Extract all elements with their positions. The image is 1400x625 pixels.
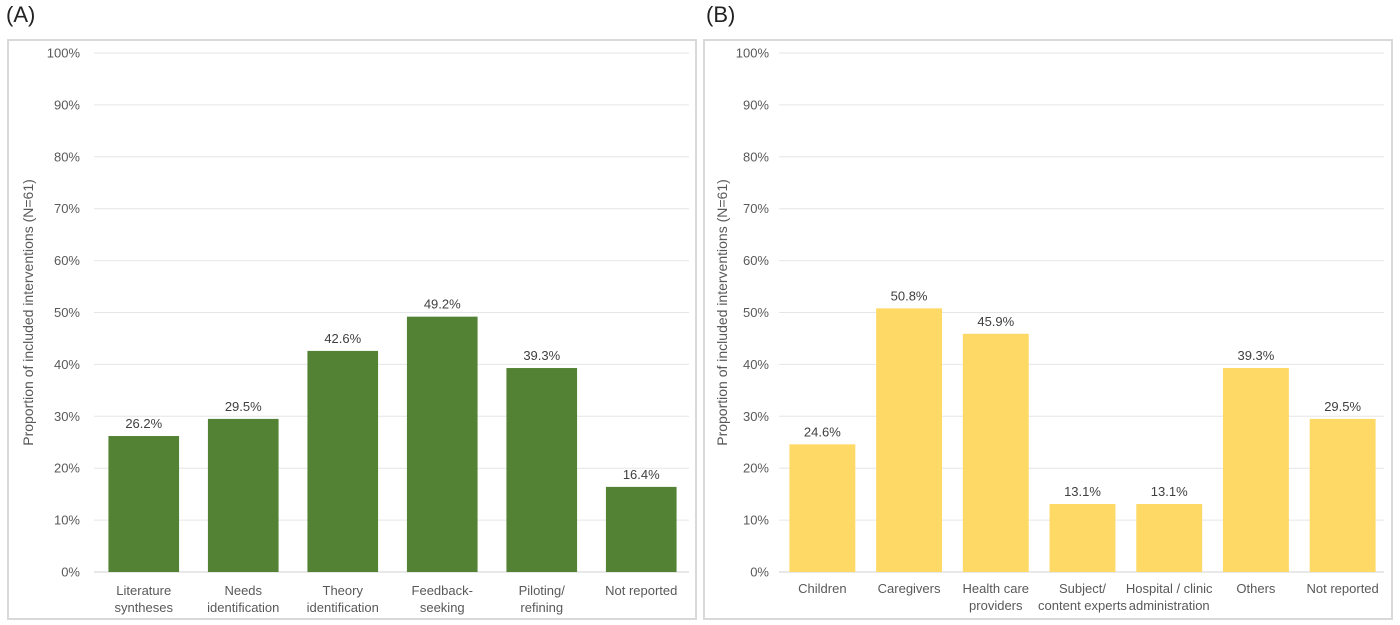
y-tick-label: 10% — [54, 513, 80, 528]
x-category-label-line: Caregivers — [878, 581, 941, 596]
data-label: 39.3% — [523, 348, 560, 363]
x-category-label-line: Others — [1236, 581, 1276, 596]
chart-panel-a: 0% 10% 20% 30% 40% 50% 60% 70% 80% 90% 100% Proport… — [7, 39, 697, 620]
data-label: 42.6% — [324, 331, 361, 346]
y-tick-label: 30% — [743, 409, 769, 424]
x-category-label: Caregivers — [878, 581, 941, 596]
bar — [1049, 504, 1116, 572]
x-category-label-line: syntheses — [114, 600, 173, 615]
data-label: 13.1% — [1064, 484, 1101, 499]
y-tick-label: 30% — [54, 409, 80, 424]
x-category-label: Literature syntheses — [114, 583, 173, 615]
y-tick-label: 20% — [54, 461, 80, 476]
y-tick-label: 20% — [743, 461, 769, 476]
x-category-label: Others — [1236, 581, 1276, 596]
y-tick-label: 90% — [54, 97, 80, 112]
x-category-label: Health care providers — [963, 581, 1029, 613]
bar — [307, 350, 379, 572]
x-category-label-line: Hospital / clinic — [1126, 581, 1213, 596]
bar-chart-a: 0% 10% 20% 30% 40% 50% 60% 70% 80% 90% 100% Proport… — [20, 46, 689, 615]
x-category-label-line: Not reported — [1307, 581, 1379, 596]
bar — [406, 316, 478, 572]
data-label: 50.8% — [891, 288, 928, 303]
y-tick-label: 0% — [750, 565, 769, 580]
x-category-label-line: Feedback- — [412, 583, 473, 598]
x-category-label-line: seeking — [420, 600, 465, 615]
bar — [962, 333, 1029, 572]
x-category-label-line: Theory — [323, 583, 364, 598]
data-label: 39.3% — [1237, 348, 1274, 363]
data-label: 13.1% — [1151, 484, 1188, 499]
data-label: 16.4% — [623, 467, 660, 482]
x-category-label-line: Piloting/ — [519, 583, 566, 598]
y-tick-label: 70% — [743, 201, 769, 216]
x-category-label-line: Literature — [116, 583, 171, 598]
panel-label-b: (B) — [706, 2, 736, 27]
data-label: 26.2% — [125, 416, 162, 431]
data-label: 29.5% — [225, 399, 262, 414]
x-category-label: Needs identification — [207, 583, 279, 615]
x-category-label: Subject/content experts — [1038, 581, 1127, 613]
y-tick-label: 90% — [743, 97, 769, 112]
bar — [506, 368, 578, 572]
y-tick-label: 50% — [743, 305, 769, 320]
bar — [207, 418, 279, 572]
y-axis-label: Proportion of included interventions (N=… — [20, 179, 36, 446]
x-category-label: Piloting/refining — [519, 583, 566, 615]
y-axis-label: Proportion of included interventions (N=… — [714, 179, 730, 446]
bar — [1222, 368, 1289, 572]
x-category-label-line: Needs — [224, 583, 262, 598]
y-tick-label: 100% — [736, 46, 770, 61]
y-tick-label: 80% — [743, 149, 769, 164]
x-category-label: Not reported — [605, 583, 677, 598]
chart-panel-b: 0% 10% 20% 30% 40% 50% 60% 70% 80% 90% 100% Proport… — [703, 39, 1393, 620]
data-label: 29.5% — [1324, 399, 1361, 414]
y-tick-label: 40% — [743, 357, 769, 372]
y-tick-label: 40% — [54, 357, 80, 372]
y-tick-label: 60% — [54, 253, 80, 268]
bar — [108, 436, 180, 572]
x-category-label-line: administration — [1129, 598, 1210, 613]
panel-label-a: (A) — [6, 2, 36, 27]
y-tick-label: 70% — [54, 201, 80, 216]
y-tick-label: 50% — [54, 305, 80, 320]
x-category-label: Feedback-seeking — [412, 583, 473, 615]
x-category-label-line: Not reported — [605, 583, 677, 598]
bar — [1136, 504, 1203, 572]
y-tick-label: 10% — [743, 513, 769, 528]
y-tick-label: 100% — [47, 46, 81, 61]
data-label: 24.6% — [804, 424, 841, 439]
x-category-label-line: Health care — [963, 581, 1029, 596]
x-category-label-line: refining — [520, 600, 563, 615]
bar-chart-b: 0% 10% 20% 30% 40% 50% 60% 70% 80% 90% 100% Proport… — [714, 46, 1384, 613]
y-tick-label: 60% — [743, 253, 769, 268]
bar — [1309, 418, 1376, 572]
y-tick-label: 80% — [54, 149, 80, 164]
x-category-label-line: providers — [969, 598, 1023, 613]
x-category-label-line: Subject/ — [1059, 581, 1106, 596]
x-category-label-line: identification — [307, 600, 379, 615]
x-category-label: Theory identification — [307, 583, 379, 615]
data-label: 49.2% — [424, 297, 461, 312]
x-category-label-line: identification — [207, 600, 279, 615]
x-category-label-line: content experts — [1038, 598, 1127, 613]
x-category-label-line: Children — [798, 581, 846, 596]
bar — [876, 308, 943, 572]
x-category-label: Children — [798, 581, 846, 596]
y-tick-label: 0% — [61, 565, 80, 580]
bar — [789, 444, 856, 572]
bar — [605, 486, 677, 572]
x-category-label: Hospital / clinic administration — [1126, 581, 1213, 613]
x-category-label: Not reported — [1307, 581, 1379, 596]
data-label: 45.9% — [977, 314, 1014, 329]
